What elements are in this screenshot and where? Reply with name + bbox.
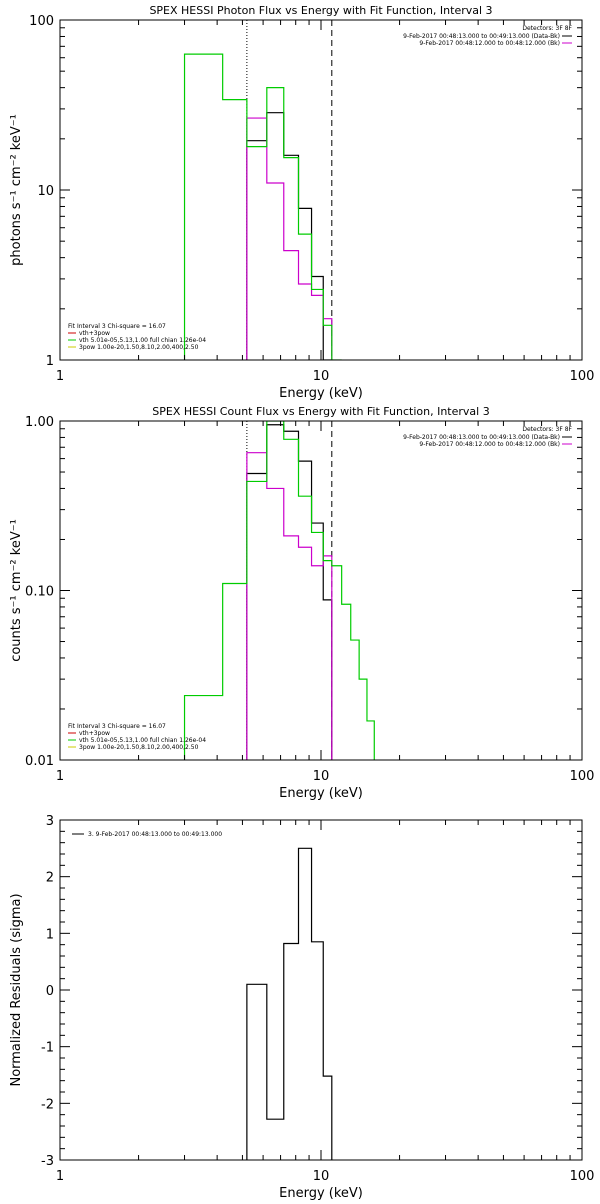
x-tick-label: 10 xyxy=(313,1169,330,1184)
series-residuals xyxy=(246,847,333,1160)
y-tick-label: -3 xyxy=(41,1154,54,1169)
x-tick-label: 100 xyxy=(570,369,595,384)
series-vth xyxy=(183,53,342,360)
chart-title: SPEX HESSI Count Flux vs Energy with Fit… xyxy=(152,405,489,418)
chart-title: SPEX HESSI Photon Flux vs Energy with Fi… xyxy=(149,4,492,17)
x-tick-label: 100 xyxy=(570,769,595,784)
x-axis-label: Energy (keV) xyxy=(279,786,363,801)
legend-entry: 9-Feb-2017 00:48:13.000 to 00:49:13.000 … xyxy=(403,434,560,441)
y-tick-label: 3 xyxy=(46,814,54,829)
y-tick-label: 1.00 xyxy=(25,415,54,430)
legend-entry: vth 5.01e-05,5.13,1.00 full chian 1.26e-… xyxy=(79,737,206,744)
y-tick-label: -1 xyxy=(41,1041,54,1056)
x-tick-label: 10 xyxy=(313,769,330,784)
y-axis-label: photons s⁻¹ cm⁻² keV⁻¹ xyxy=(9,114,24,266)
y-tick-label: 0.01 xyxy=(25,754,54,769)
y-tick-label: 100 xyxy=(29,14,54,29)
legend-entry: vth+3pow xyxy=(79,330,110,337)
legend-entry: 9-Feb-2017 00:48:13.000 to 00:49:13.000 … xyxy=(403,33,560,40)
legend-entry: 3pow 1.00e-20,1.50,8.10,2.00,400,2.50 xyxy=(79,744,199,751)
count-flux-panel: 1 10 100 0.01 0.10 1.00 SPEX HESSI Count Flux … xyxy=(9,405,594,801)
legend-detectors: Detectors: 3F 8F xyxy=(522,426,572,433)
x-axis-label: Energy (keV) xyxy=(279,1186,363,1200)
legend-fit-header: Fit Interval 3 Chi-square = 16.07 xyxy=(68,323,166,330)
legend-detectors: Detectors: 3F 8F xyxy=(522,25,572,32)
x-axis-label: Energy (keV) xyxy=(279,386,363,401)
legend-entry: vth 5.01e-05,5.13,1.00 full chian 1.26e-… xyxy=(79,337,206,344)
series-vth xyxy=(183,421,375,760)
y-tick-label: -2 xyxy=(41,1097,54,1112)
y-tick-label: 2 xyxy=(46,871,54,886)
x-tick-label: 1 xyxy=(56,369,64,384)
x-tick-label: 1 xyxy=(56,769,64,784)
y-tick-label: 1 xyxy=(46,354,54,369)
photon-flux-panel: 1 10 100 1 10 100 SPEX HESSI Photon Flux vs En… xyxy=(9,4,594,401)
x-tick-label: 1 xyxy=(56,1169,64,1184)
y-tick-label: 0 xyxy=(46,984,54,999)
y-axis-label: Normalized Residuals (sigma) xyxy=(9,893,24,1086)
y-axis-label: counts s⁻¹ cm⁻² keV⁻¹ xyxy=(9,519,24,662)
x-tick-label: 10 xyxy=(313,369,330,384)
legend-entry: 9-Feb-2017 00:48:12.000 to 00:48:12.000 … xyxy=(419,441,560,448)
y-tick-label: 10 xyxy=(37,184,54,199)
legend-entry: 9-Feb-2017 00:48:12.000 to 00:48:12.000 … xyxy=(419,40,560,47)
legend-entry: vth+3pow xyxy=(79,730,110,737)
legend-fit-header: Fit Interval 3 Chi-square = 16.07 xyxy=(68,723,166,730)
legend-entry: 3. 9-Feb-2017 00:48:13.000 to 00:49:13.0… xyxy=(88,831,222,838)
residuals-panel: 1 10 100 -3 -2 -1 0 1 2 3 Energy (keV) Normalized R… xyxy=(9,814,595,1201)
legend-entry: 3pow 1.00e-20,1.50,8.10,2.00,400,2.50 xyxy=(79,344,199,351)
y-tick-label: 0.10 xyxy=(25,585,54,600)
x-tick-label: 100 xyxy=(570,1169,595,1184)
y-tick-label: 1 xyxy=(46,927,54,942)
